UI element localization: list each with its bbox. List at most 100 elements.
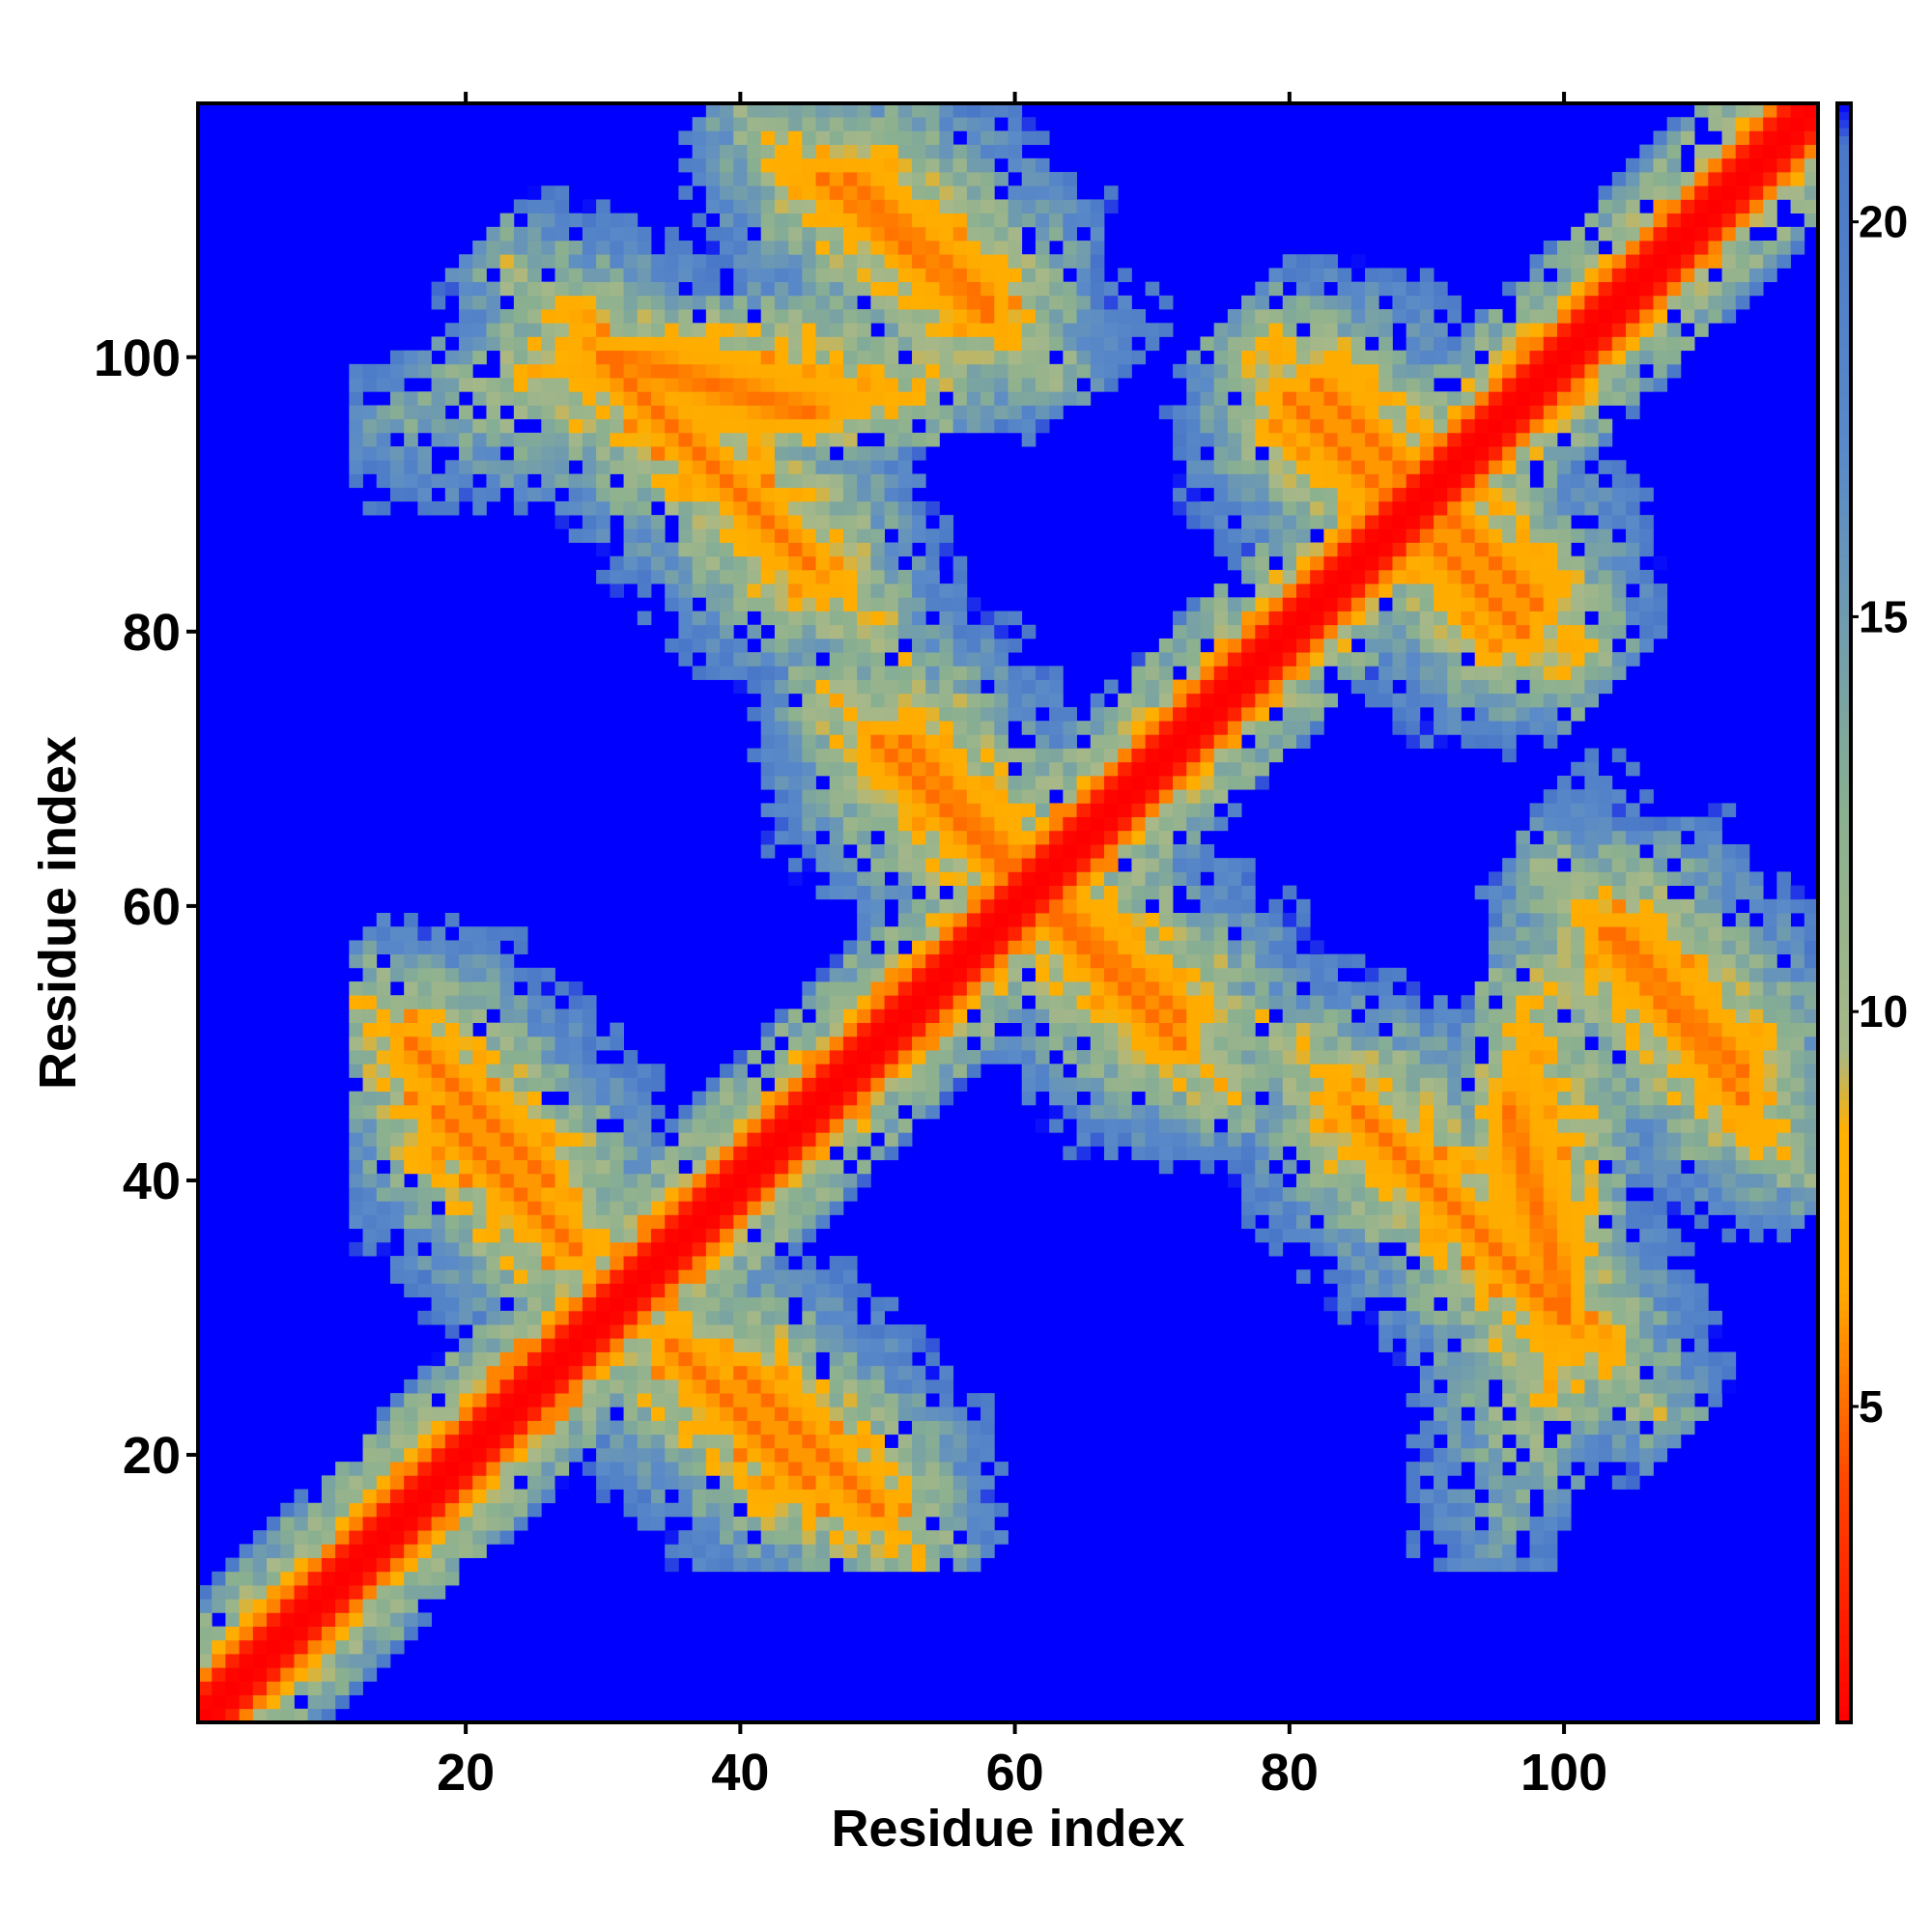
- heatmap-cell: [857, 1077, 871, 1093]
- heatmap-cell: [788, 213, 803, 228]
- heatmap-cell: [842, 871, 858, 886]
- heatmap-cell: [582, 1119, 597, 1133]
- heatmap-cell: [720, 1119, 734, 1133]
- heatmap-cell: [678, 528, 694, 543]
- heatmap-cell: [912, 172, 926, 186]
- heatmap-cell: [431, 940, 446, 955]
- heatmap-cell: [733, 350, 748, 365]
- heatmap-cell: [1049, 213, 1064, 228]
- heatmap-cell: [459, 1104, 473, 1120]
- heatmap-cell: [1365, 638, 1379, 653]
- heatmap-cell: [774, 652, 789, 667]
- heatmap-cell: [472, 1159, 487, 1175]
- heatmap-cell: [610, 1351, 624, 1367]
- heatmap-cell: [1350, 666, 1366, 680]
- heatmap-cell: [568, 1119, 583, 1133]
- heatmap-cell: [444, 1077, 460, 1093]
- heatmap-cell: [1365, 1132, 1379, 1147]
- heatmap-cell: [788, 858, 803, 872]
- heatmap-cell: [1392, 378, 1407, 392]
- heatmap-cell: [637, 1338, 652, 1352]
- heatmap-cell: [444, 1119, 460, 1133]
- heatmap-cell: [637, 528, 652, 543]
- heatmap-cell: [1227, 1009, 1242, 1024]
- heatmap-cell: [554, 213, 570, 228]
- heatmap-cell: [720, 583, 734, 598]
- heatmap-cell: [1063, 706, 1077, 722]
- heatmap-cell: [788, 1502, 803, 1518]
- heatmap-cell: [747, 391, 762, 406]
- heatmap-cell: [1090, 1050, 1105, 1065]
- heatmap-cell: [857, 1462, 871, 1476]
- heatmap-cell: [321, 1489, 336, 1504]
- heatmap-cell: [1241, 350, 1256, 365]
- heatmap-cell: [857, 913, 871, 927]
- heatmap-cell: [623, 1351, 639, 1367]
- heatmap-cell: [1173, 926, 1187, 941]
- heatmap-cell: [1090, 706, 1105, 722]
- heatmap-cell: [1365, 363, 1379, 379]
- heatmap-cell: [1365, 432, 1379, 447]
- heatmap-cell: [842, 1462, 858, 1476]
- heatmap-cell: [774, 515, 789, 529]
- heatmap-cell: [637, 1187, 652, 1202]
- heatmap-cell: [678, 446, 694, 461]
- heatmap-cell: [349, 1626, 363, 1641]
- heatmap-cell: [1392, 1283, 1407, 1298]
- heatmap-cell: [1392, 1310, 1407, 1325]
- heatmap-cell: [499, 1050, 515, 1065]
- heatmap-cell: [610, 213, 624, 228]
- heatmap-cell: [1200, 816, 1215, 832]
- heatmap-cell: [389, 378, 405, 392]
- heatmap-cell: [802, 1132, 816, 1147]
- heatmap-cell: [733, 1557, 748, 1573]
- heatmap-cell: [1282, 679, 1297, 695]
- heatmap-cell: [857, 460, 871, 474]
- heatmap-cell: [994, 913, 1009, 927]
- heatmap-cell: [349, 1132, 363, 1147]
- heatmap-cell: [1063, 295, 1077, 310]
- heatmap-cell: [994, 1462, 1009, 1476]
- heatmap-cell: [417, 981, 432, 996]
- heatmap-cell: [857, 1502, 871, 1518]
- heatmap-cell: [829, 734, 844, 749]
- heatmap-cell: [1063, 213, 1077, 228]
- heatmap-cell: [610, 1132, 624, 1147]
- heatmap-cell: [1350, 1022, 1366, 1037]
- heatmap-cell: [1268, 1187, 1284, 1202]
- heatmap-cell: [1268, 1022, 1284, 1037]
- heatmap-cell: [568, 1296, 583, 1312]
- heatmap-cell: [842, 226, 858, 242]
- heatmap-cell: [1049, 679, 1064, 695]
- heatmap-cell: [705, 1365, 721, 1380]
- heatmap-cell: [527, 1159, 542, 1175]
- heatmap-cell: [307, 1626, 323, 1641]
- heatmap-cell: [1103, 1091, 1119, 1106]
- heatmap-cell: [733, 336, 748, 352]
- heatmap-cell: [774, 1406, 789, 1421]
- heatmap-cell: [1255, 1050, 1269, 1065]
- heatmap-cell: [610, 1091, 624, 1106]
- heatmap-cell: [939, 803, 954, 817]
- heatmap-cell: [815, 885, 831, 900]
- heatmap-cell: [1295, 666, 1311, 680]
- heatmap-cell: [678, 1502, 694, 1518]
- heatmap-cell: [842, 157, 858, 173]
- heatmap-cell: [802, 1091, 816, 1106]
- heatmap-cell: [747, 652, 762, 667]
- heatmap-cell: [1295, 1009, 1311, 1024]
- heatmap-cell: [582, 460, 597, 474]
- heatmap-cell: [774, 1365, 789, 1380]
- heatmap-cell: [720, 1530, 734, 1545]
- heatmap-cell: [952, 295, 968, 310]
- heatmap-cell: [582, 1338, 597, 1352]
- heatmap-cell: [1103, 336, 1119, 352]
- heatmap-cell: [884, 803, 899, 817]
- heatmap-cell: [1200, 432, 1215, 447]
- heatmap-cell: [1076, 1104, 1092, 1120]
- heatmap-cell: [1049, 981, 1064, 996]
- heatmap-cell: [705, 1146, 721, 1161]
- heatmap-cell: [1295, 487, 1311, 502]
- heatmap-cell: [554, 281, 570, 297]
- heatmap-cell: [665, 1256, 679, 1270]
